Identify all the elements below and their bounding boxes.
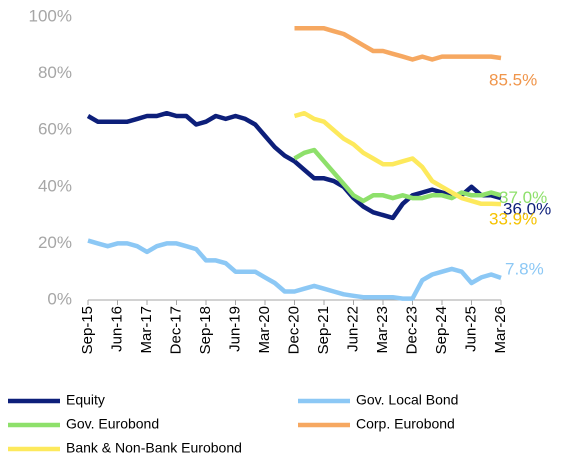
- x-tick-label: Jun-16: [108, 306, 125, 352]
- end-label: 37.0%: [499, 188, 547, 207]
- x-tick-label: Sep-15: [79, 306, 96, 354]
- x-tick-label: Jun-22: [344, 306, 361, 352]
- end-label: 36.0%: [503, 200, 551, 219]
- legend-label: Gov. Eurobond: [66, 416, 159, 432]
- x-tick-label: Dec-23: [403, 306, 420, 354]
- legend-label: Equity: [66, 392, 105, 408]
- x-tick-label: Jun-19: [226, 306, 243, 352]
- x-tick-label: Sep-18: [197, 306, 214, 354]
- series-line: [86, 110, 502, 221]
- legend-label: Corp. Eurobond: [356, 416, 455, 432]
- x-tick-label: Mar-17: [138, 306, 155, 354]
- x-tick-label: Mar-26: [492, 306, 509, 354]
- series-line: [294, 26, 502, 62]
- series-line: [87, 238, 502, 301]
- x-tick-label: Sep-24: [433, 306, 450, 354]
- y-tick-label: 0%: [47, 289, 72, 308]
- end-label: 7.8%: [505, 259, 544, 278]
- x-tick-label: Mar-23: [374, 306, 391, 354]
- x-tick-label: Dec-17: [167, 306, 184, 354]
- legend-label: Bank & Non-Bank Eurobond: [66, 440, 242, 456]
- series-line: [293, 147, 502, 204]
- y-tick-label: 20%: [38, 233, 72, 252]
- x-tick-label: Dec-20: [285, 306, 302, 354]
- series-line: [293, 110, 502, 207]
- x-tick-label: Jun-25: [462, 306, 479, 352]
- end-label: 33.9%: [489, 210, 537, 229]
- end-label: 85.5%: [489, 71, 537, 90]
- y-tick-label: 80%: [38, 63, 72, 82]
- legend-label: Gov. Local Bond: [356, 392, 458, 408]
- x-tick-label: Mar-20: [256, 306, 273, 354]
- y-tick-label: 60%: [38, 120, 72, 139]
- y-tick-label: 100%: [29, 6, 72, 25]
- y-tick-label: 40%: [38, 176, 72, 195]
- x-tick-label: Sep-21: [315, 306, 332, 354]
